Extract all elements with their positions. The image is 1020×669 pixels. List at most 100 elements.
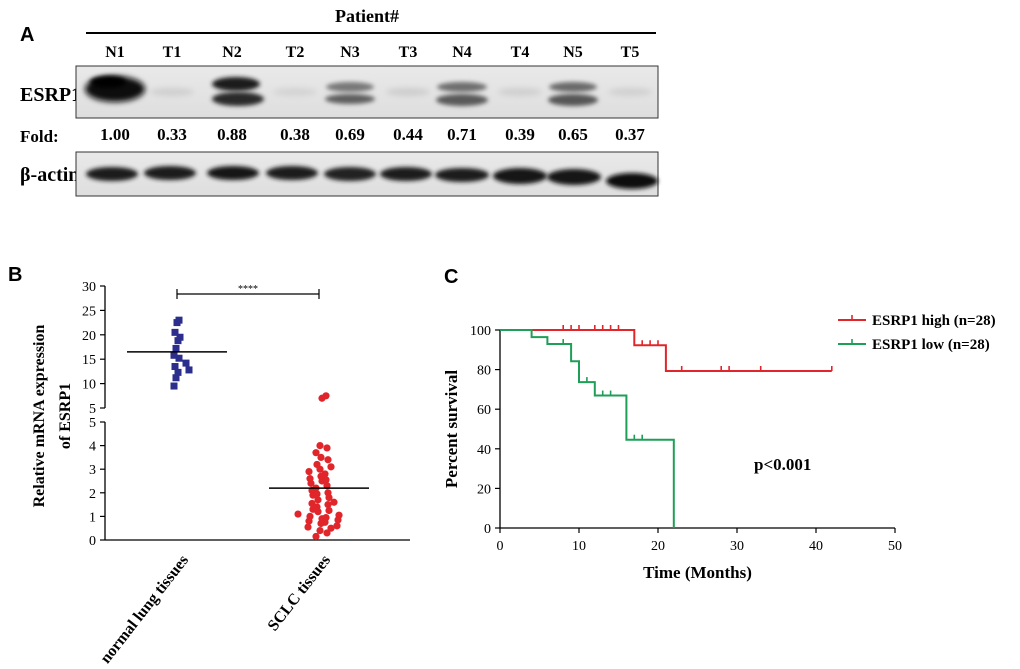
b-point-sclc	[330, 498, 338, 506]
b-upper-tick-label: 30	[82, 280, 96, 295]
b-point-sclc	[324, 489, 332, 497]
actin-band-n3	[324, 167, 376, 181]
b-point-normal	[182, 359, 190, 367]
b-point-sclc	[333, 522, 341, 530]
b-point-sclc	[294, 510, 302, 518]
b-significance: ****	[238, 284, 258, 295]
b-point-sclc	[313, 490, 321, 498]
b-lower-tick-label: 0	[89, 534, 96, 549]
fold-value-t1: 0.33	[157, 125, 187, 144]
b-point-normal	[174, 368, 182, 376]
actin-band-t2	[266, 166, 318, 180]
b-upper-tick-label: 5	[89, 402, 96, 417]
b-point-sclc	[304, 523, 312, 531]
lane-label-t2: T2	[285, 44, 305, 61]
c-x-tick-label: 50	[888, 539, 902, 554]
b-lower-tick-label: 5	[89, 416, 96, 431]
b-point-sclc	[305, 467, 313, 476]
b-point-normal	[170, 382, 178, 390]
b-point-normal	[175, 316, 183, 324]
patient-header-line	[86, 32, 656, 34]
c-p-value: p<0.001	[754, 455, 811, 474]
fold-value-t5: 0.37	[615, 125, 645, 144]
lane-label-n4: N4	[452, 44, 472, 61]
c-ylabel: Percent survival	[442, 370, 461, 488]
lane-label-n3: N3	[340, 44, 360, 61]
esrp1-band-n5	[548, 82, 598, 106]
fold-value-t4: 0.39	[505, 125, 535, 144]
fold-value-n4: 0.71	[447, 125, 477, 144]
b-point-normal	[171, 328, 179, 336]
c-y-tick-label: 80	[477, 364, 491, 379]
b-point-sclc	[316, 442, 324, 450]
b-point-sclc	[323, 444, 331, 452]
esrp1-band-n1	[85, 76, 145, 102]
esrp1-band-t4	[498, 88, 542, 96]
c-xlabel: Time (Months)	[643, 563, 752, 582]
b-category-label-sclc: SCLC tissues	[265, 552, 335, 634]
western-blot-images	[75, 65, 659, 197]
b-point-sclc	[335, 511, 343, 519]
c-y-tick-label: 40	[477, 443, 491, 458]
b-point-sclc	[325, 506, 333, 515]
panel-b-letter: B	[8, 264, 23, 286]
actin-band-t1	[144, 166, 196, 180]
b-point-sclc	[322, 476, 330, 484]
b-point-sclc	[322, 513, 330, 522]
lane-label-n5: N5	[563, 44, 583, 61]
lane-label-n1: N1	[105, 44, 125, 61]
fold-value-n3: 0.69	[335, 125, 365, 144]
b-category-label-normal: normal lung tissues	[97, 552, 192, 667]
b-point-normal	[170, 351, 178, 359]
b-point-sclc	[314, 496, 322, 504]
fold-value-n5: 0.65	[558, 125, 588, 144]
lane-label-t4: T4	[510, 44, 530, 61]
esrp1-blot-label: ESRP1	[20, 84, 82, 106]
esrp1-band-n3	[325, 82, 375, 104]
b-point-normal	[175, 354, 183, 362]
b-upper-tick-label: 25	[82, 304, 96, 319]
b-point-normal	[172, 374, 180, 382]
c-x-tick-label: 0	[497, 539, 504, 554]
lane-label-t5: T5	[620, 44, 640, 61]
fold-value-t2: 0.38	[280, 125, 310, 144]
b-point-sclc	[306, 512, 314, 520]
actin-band-t4	[493, 168, 547, 184]
esrp1-band-t5	[608, 88, 652, 96]
c-x-tick-label: 20	[651, 539, 665, 554]
b-point-sclc	[312, 532, 320, 541]
b-point-sclc	[313, 460, 321, 469]
c-y-tick-label: 20	[477, 482, 491, 497]
fold-value-n1: 1.00	[100, 125, 130, 144]
actin-band-n5	[547, 169, 601, 185]
esrp1-band-t2	[273, 88, 317, 96]
c-x-tick-label: 10	[572, 539, 586, 554]
c-legend-label-low: ESRP1 low (n=28)	[872, 337, 990, 353]
b-ylabel-line1: Relative mRNA expression	[31, 325, 48, 508]
b-point-normal	[185, 366, 193, 374]
esrp1-band-t1	[150, 88, 194, 96]
beta-actin-blot-label: β-actin	[20, 164, 80, 186]
panel-c-letter: C	[444, 266, 459, 288]
b-point-sclc	[324, 501, 332, 509]
c-y-tick-label: 60	[477, 403, 491, 418]
fold-value-t3: 0.44	[393, 125, 423, 144]
b-point-sclc	[327, 463, 335, 471]
b-point-sclc	[306, 475, 314, 483]
b-point-sclc	[323, 529, 331, 537]
b-point-normal	[176, 333, 184, 341]
c-y-tick-label: 0	[484, 522, 491, 537]
actin-band-n2	[207, 166, 259, 180]
b-point-sclc	[322, 392, 330, 400]
c-legend-label-high: ESRP1 high (n=28)	[872, 313, 996, 329]
esrp1-blot	[75, 65, 659, 119]
b-point-normal	[172, 344, 180, 352]
b-point-sclc	[312, 449, 320, 457]
c-survival-curve-high	[500, 329, 832, 372]
b-point-sclc	[313, 503, 321, 511]
b-point-sclc	[324, 456, 332, 464]
b-upper-tick-label: 15	[82, 353, 96, 368]
actin-band-n4	[435, 168, 489, 182]
esrp1-band-n2	[212, 77, 264, 106]
